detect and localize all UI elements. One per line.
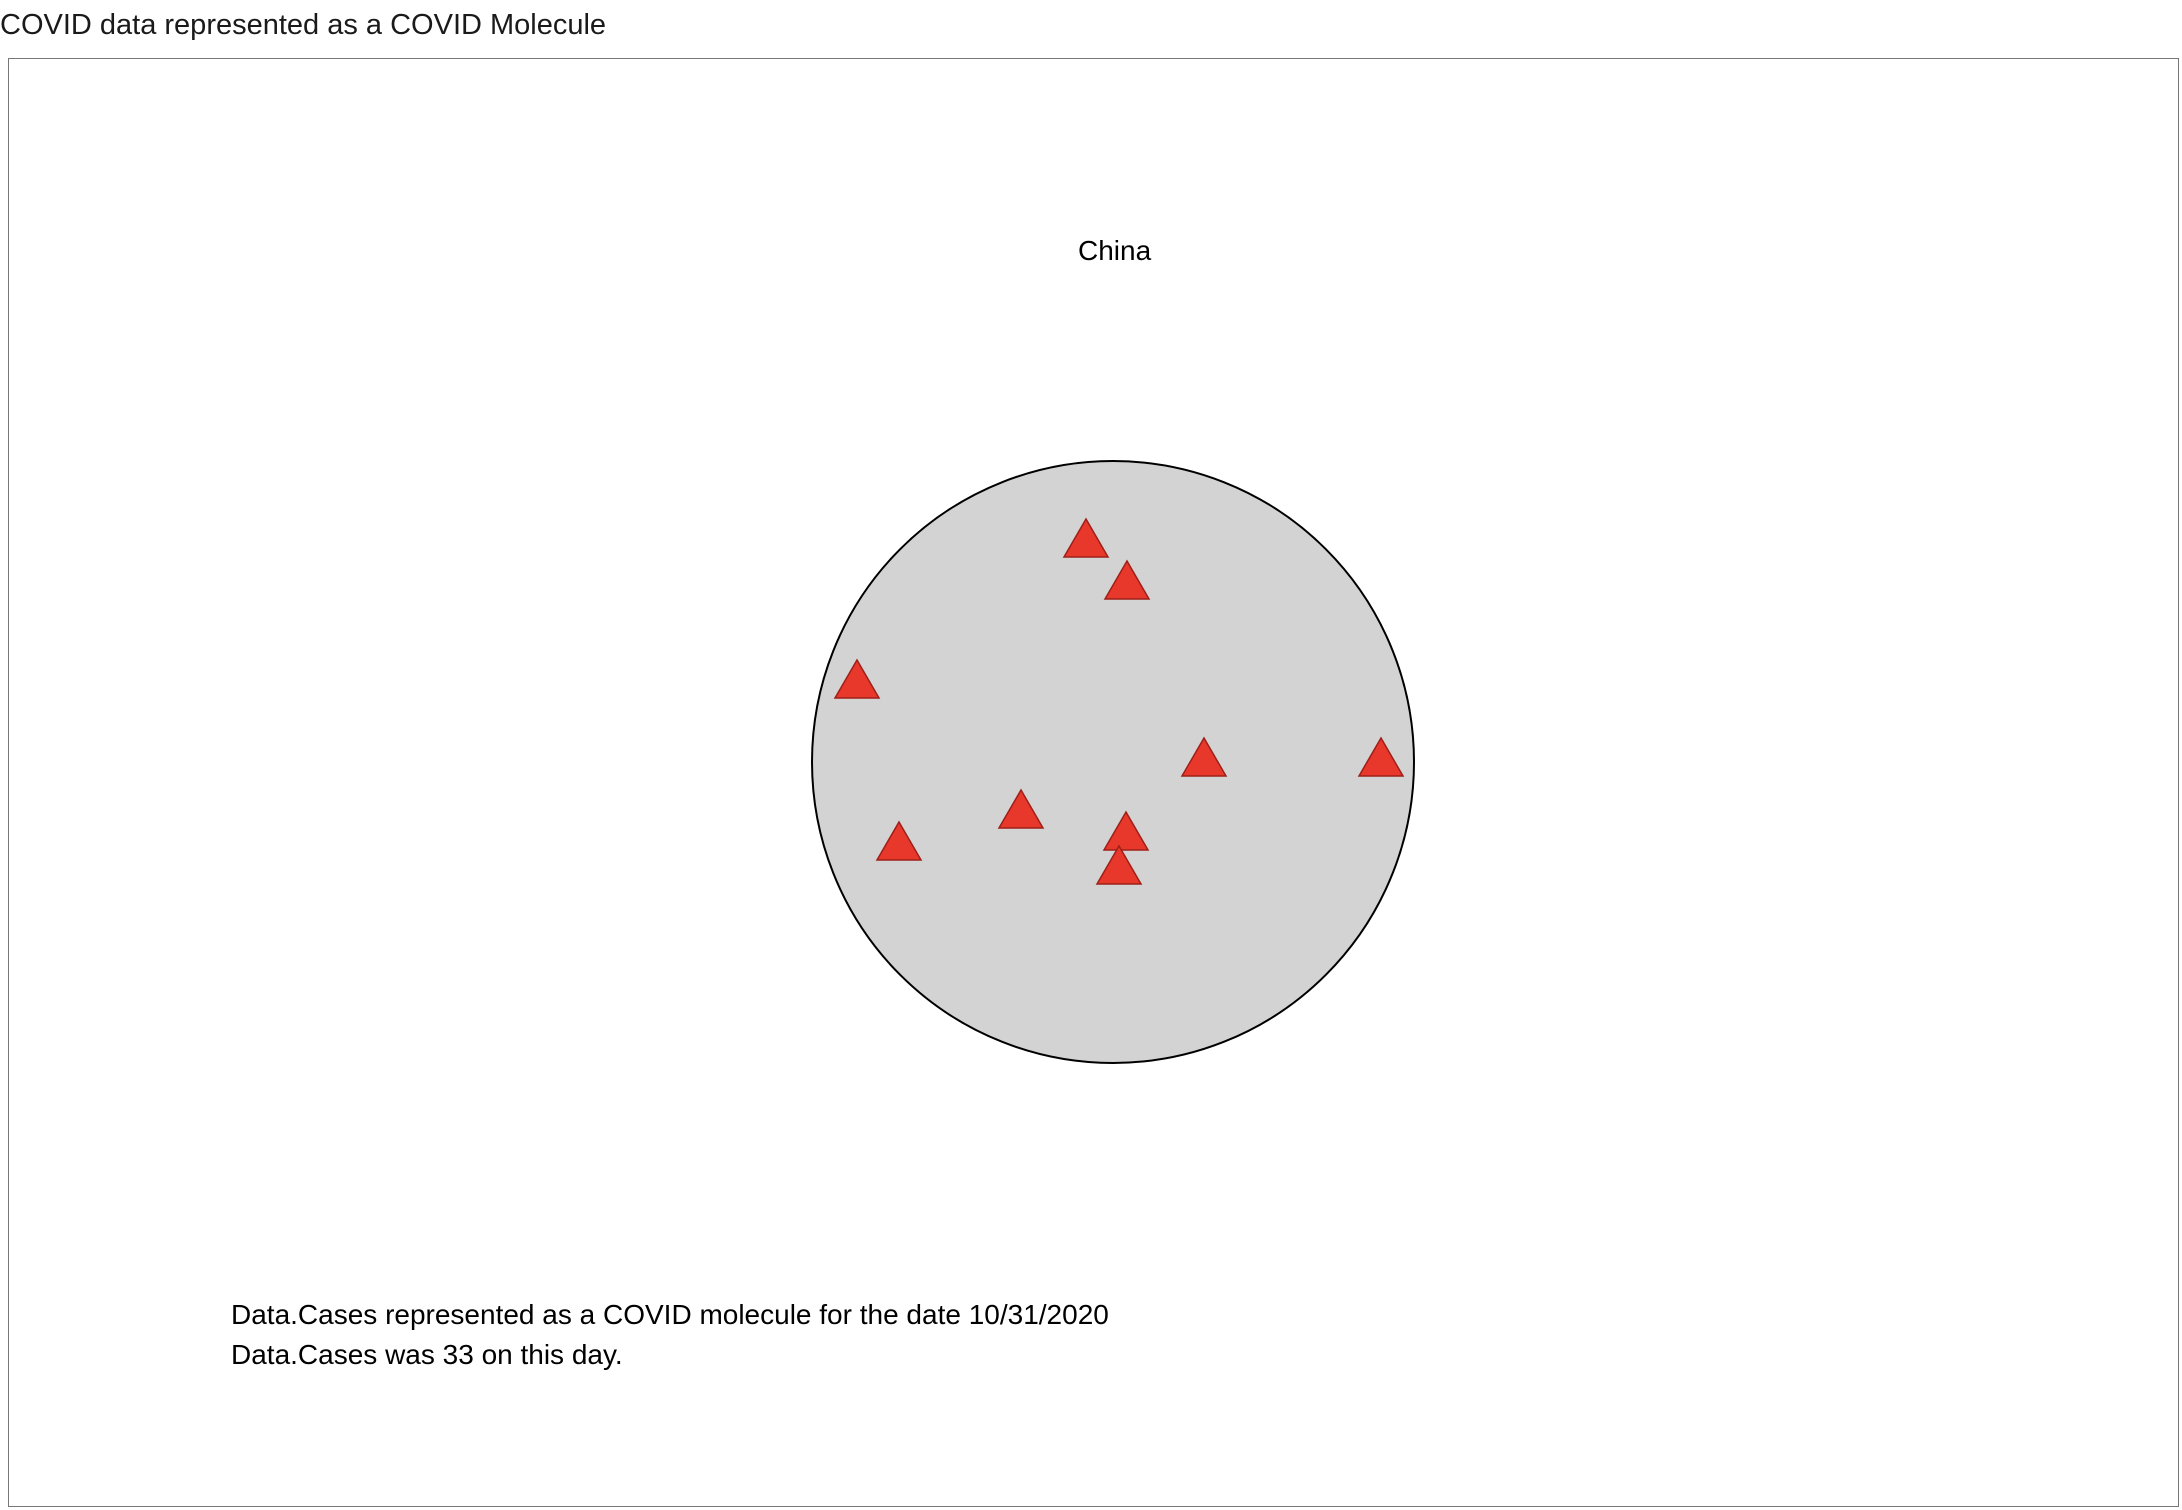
caption-date-line: Data.Cases represented as a COVID molecu…: [231, 1299, 1109, 1330]
spike-protein-triangle: [1357, 736, 1405, 777]
page-title: COVID data represented as a COVID Molecu…: [0, 9, 607, 41]
molecule-cell: [811, 460, 1415, 1064]
spike-protein-triangle: [1180, 736, 1228, 777]
spike-protein-triangle: [1095, 844, 1143, 885]
spike-protein-triangle: [1062, 517, 1110, 558]
spike-protein-triangle: [1103, 559, 1151, 600]
spike-protein-triangle: [997, 788, 1045, 829]
spike-group: [833, 517, 1405, 885]
spike-protein-triangle: [1102, 810, 1150, 851]
spike-protein-triangle: [833, 658, 881, 699]
spike-protein-triangle: [875, 820, 923, 861]
caption-value-line: Data.Cases was 33 on this day.: [231, 1339, 623, 1370]
country-label: China: [1078, 235, 1152, 266]
